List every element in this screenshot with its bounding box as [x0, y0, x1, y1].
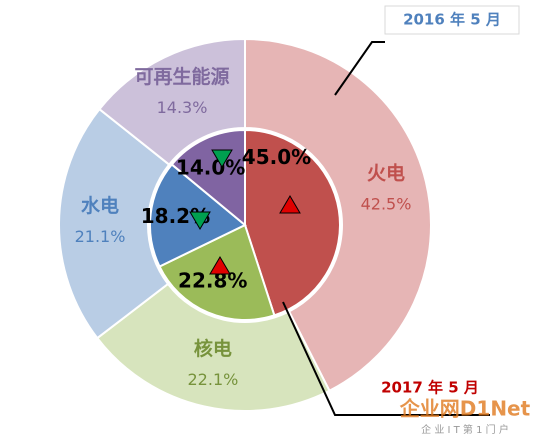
value-label: 22.1%: [188, 370, 239, 389]
slice: [95, 282, 331, 412]
callout-box: [384, 5, 520, 35]
trend-marker: [279, 195, 301, 214]
slice: [244, 128, 341, 317]
slice: [98, 37, 246, 166]
slices: [58, 37, 432, 412]
category-label: 火电: [367, 162, 405, 185]
leader-line: [282, 301, 490, 416]
category-label: 可再生能源: [135, 65, 230, 88]
category-label: 核电: [194, 337, 232, 360]
value-label: 14.0%: [176, 155, 245, 179]
trend-marker: [189, 211, 211, 230]
trend-marker: [209, 256, 231, 275]
slice: [244, 37, 432, 393]
value-label: 14.3%: [157, 98, 208, 117]
watermark: 企 业 I T 第 1 门 户: [421, 423, 509, 436]
leader-line: [334, 41, 385, 96]
slice: [58, 107, 171, 340]
trend-marker: [211, 149, 233, 168]
watermark: 企业网D1Net: [399, 397, 531, 421]
value-label: 42.5%: [361, 195, 412, 214]
category-label: 水电: [81, 194, 119, 217]
value-label: 45.0%: [242, 145, 311, 169]
inner-series-name: 2017 年 5 月: [381, 379, 479, 397]
value-label: 21.1%: [75, 227, 126, 246]
outer-series-name: 2016 年 5 月: [403, 11, 501, 29]
